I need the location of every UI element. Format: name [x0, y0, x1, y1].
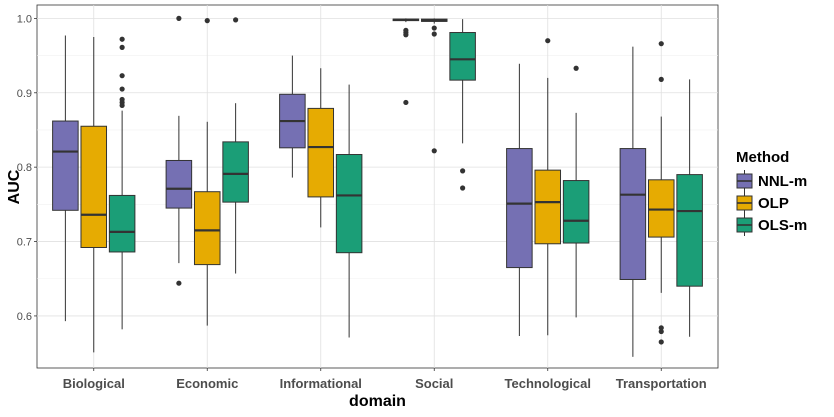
box-olp-transportation: [647, 41, 675, 345]
outlier-point: [658, 41, 664, 47]
box-ols-m-social: [449, 19, 476, 191]
outlier-point: [658, 325, 664, 331]
box-body: [222, 141, 249, 203]
x-tick-label: Transportation: [616, 376, 707, 391]
outlier-point: [119, 86, 125, 92]
box-ols-m-biological: [108, 36, 136, 330]
legend-label: OLS-m: [758, 217, 807, 234]
y-tick-label: 1.0: [17, 13, 32, 25]
x-axis: Biological Economic Informational Social Tec…: [63, 368, 707, 391]
box-body: [676, 174, 703, 287]
box-body: [534, 169, 562, 245]
y-tick-label: 0.7: [17, 237, 32, 249]
outlier-point: [233, 17, 239, 23]
box-body: [619, 148, 647, 280]
outlier-point: [658, 328, 664, 335]
box-body: [335, 154, 363, 254]
y-axis-title: AUC: [6, 169, 23, 204]
outlier-point: [431, 31, 437, 37]
x-tick-label: Biological: [63, 376, 125, 391]
box-body: [449, 32, 476, 81]
outlier-point: [431, 148, 437, 154]
y-tick-label: 0.6: [17, 311, 32, 323]
box-nnl-m-informational: [279, 55, 306, 178]
box-olp-technological: [534, 38, 562, 336]
box-ols-m-technological: [562, 65, 590, 318]
box-nnl-m-technological: [506, 63, 533, 337]
legend-title: Method: [736, 149, 789, 166]
box-olp-biological: [80, 36, 108, 353]
legend-label: OLP: [758, 195, 789, 212]
outlier-point: [658, 76, 664, 82]
box-nnl-m-biological: [52, 35, 79, 322]
outlier-point: [573, 65, 579, 71]
legend-key-olp: [736, 192, 753, 214]
y-tick-label: 0.9: [17, 88, 32, 100]
outlier-point: [119, 73, 125, 79]
box-body: [52, 120, 79, 211]
outlier-point: [176, 15, 182, 21]
box-body: [562, 180, 590, 244]
outlier-point: [403, 27, 409, 33]
box-ols-m-informational: [335, 84, 363, 338]
box-olp-economic: [193, 18, 221, 326]
box-body: [165, 159, 193, 209]
y-axis: 0.6 0.7 0.8 0.9 1.0: [17, 13, 37, 323]
box-olp-informational: [307, 68, 335, 228]
box-nnl-m-transportation: [619, 46, 647, 357]
outlier-point: [204, 18, 210, 24]
outlier-point: [545, 38, 551, 44]
box-nnl-m-social: [392, 18, 420, 106]
legend-label: NNL-m: [758, 173, 807, 190]
legend-key-nnl-m: [736, 170, 753, 192]
x-tick-label: Economic: [176, 376, 238, 391]
x-axis-title: domain: [349, 393, 406, 410]
outlier-point: [403, 99, 409, 106]
box-body: [108, 194, 136, 253]
x-tick-label: Informational: [280, 376, 362, 391]
box-body: [80, 125, 108, 248]
y-tick-label: 0.8: [17, 162, 32, 174]
box-olp-social: [420, 18, 448, 154]
box-ols-m-transportation: [676, 79, 703, 337]
box-body: [647, 179, 675, 238]
box-ols-m-economic: [222, 17, 249, 274]
box-layer: [52, 15, 703, 357]
x-tick-label: Social: [415, 376, 453, 391]
outlier-point: [658, 339, 664, 345]
box-body: [307, 107, 335, 198]
x-tick-label: Technological: [505, 376, 591, 391]
outlier-point: [460, 168, 466, 174]
box-nnl-m-economic: [165, 15, 193, 286]
outlier-point: [119, 36, 125, 42]
plot-panel: [36, 4, 719, 369]
outlier-point: [460, 185, 466, 191]
legend-key-ols-m: [736, 214, 753, 236]
box-body: [193, 191, 221, 266]
outlier-point: [431, 25, 437, 31]
outlier-point: [119, 44, 125, 50]
outlier-point: [119, 102, 125, 109]
outlier-point: [176, 280, 182, 286]
legend: Method NNL-m OLP OLS-m: [736, 149, 807, 236]
box-body: [506, 148, 533, 269]
